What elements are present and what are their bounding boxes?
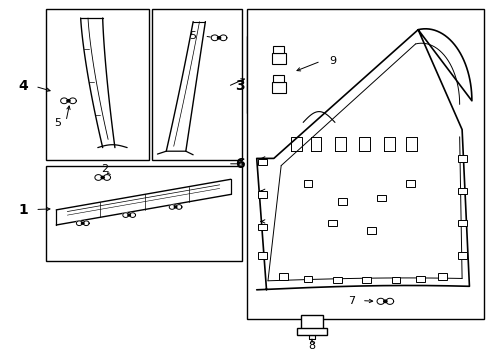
Polygon shape: [176, 204, 182, 209]
Bar: [337, 198, 346, 205]
Bar: [376, 195, 385, 201]
Bar: [151, 9, 242, 160]
Bar: [303, 276, 312, 282]
Circle shape: [217, 37, 220, 39]
Bar: [273, 75, 284, 82]
Circle shape: [101, 176, 104, 179]
Text: 2: 2: [102, 164, 108, 174]
Bar: [271, 82, 285, 93]
Bar: [415, 276, 424, 282]
Bar: [257, 224, 266, 230]
Bar: [332, 277, 341, 283]
Bar: [457, 220, 466, 226]
Polygon shape: [95, 175, 102, 180]
Circle shape: [128, 214, 130, 216]
Polygon shape: [76, 221, 82, 226]
Bar: [297, 328, 326, 335]
Polygon shape: [211, 35, 218, 41]
Polygon shape: [61, 98, 67, 104]
Bar: [457, 155, 466, 162]
Bar: [279, 273, 287, 280]
Circle shape: [383, 300, 386, 302]
Bar: [327, 220, 336, 226]
Polygon shape: [83, 221, 89, 226]
Text: 6: 6: [234, 157, 244, 171]
Polygon shape: [129, 213, 135, 217]
Polygon shape: [386, 298, 393, 304]
Polygon shape: [220, 35, 226, 41]
Polygon shape: [69, 98, 76, 104]
Bar: [246, 36, 312, 113]
Bar: [457, 188, 466, 194]
Bar: [257, 191, 266, 198]
Polygon shape: [376, 298, 384, 304]
Text: 9: 9: [328, 56, 335, 66]
Bar: [366, 227, 375, 234]
Polygon shape: [122, 213, 128, 217]
Polygon shape: [169, 204, 175, 209]
Text: 1: 1: [19, 203, 28, 216]
Bar: [362, 277, 370, 283]
Bar: [257, 159, 266, 165]
Bar: [273, 46, 284, 53]
Bar: [46, 9, 149, 160]
Bar: [303, 180, 312, 187]
Polygon shape: [103, 175, 110, 180]
Circle shape: [174, 206, 177, 208]
Bar: [437, 273, 446, 280]
Bar: [301, 315, 322, 329]
Text: 5: 5: [189, 31, 196, 41]
Bar: [46, 166, 242, 261]
Text: 7: 7: [348, 296, 355, 306]
Bar: [406, 180, 414, 187]
Bar: [271, 53, 285, 64]
Text: 5: 5: [54, 118, 61, 128]
Circle shape: [67, 100, 70, 102]
Bar: [391, 277, 400, 283]
Text: 3: 3: [234, 80, 244, 93]
Bar: [457, 252, 466, 259]
Text: 4: 4: [19, 80, 28, 93]
Text: 8: 8: [308, 341, 315, 351]
Bar: [246, 9, 483, 319]
Bar: [257, 252, 266, 259]
Circle shape: [81, 222, 84, 224]
